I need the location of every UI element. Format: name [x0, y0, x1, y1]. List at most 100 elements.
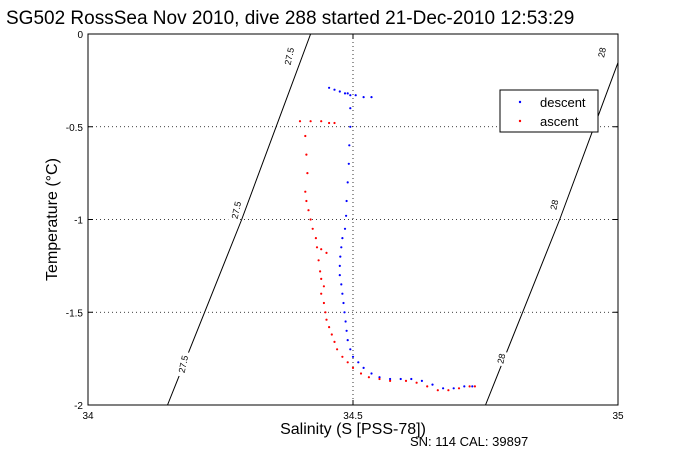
- descent-point: [431, 383, 434, 386]
- descent-point: [341, 237, 344, 240]
- ascent-point: [415, 381, 418, 384]
- descent-point: [343, 92, 347, 95]
- ascent-point: [324, 311, 327, 314]
- descent-point: [370, 96, 373, 99]
- descent-point: [340, 283, 343, 286]
- contour-label-group: 27.5: [280, 42, 297, 70]
- descent-point: [346, 92, 349, 95]
- descent-point: [333, 88, 336, 91]
- x-tick-label: 34: [82, 411, 94, 422]
- ascent-point: [341, 355, 344, 358]
- descent-point: [328, 86, 331, 89]
- ascent-point: [468, 385, 471, 388]
- contour-label: 28: [548, 199, 560, 211]
- descent-point: [420, 379, 423, 382]
- ascent-point: [320, 248, 323, 251]
- contour-label: 27.5: [283, 47, 296, 66]
- ascent-point: [304, 134, 307, 138]
- ascent-point: [314, 237, 317, 240]
- ascent-point: [328, 326, 331, 329]
- ascent-point: [426, 385, 429, 388]
- descent-point: [342, 301, 345, 305]
- contour-label-bg: [547, 196, 561, 213]
- descent-point: [344, 320, 347, 323]
- ascent-point: [367, 376, 370, 379]
- descent-point: [348, 144, 351, 147]
- descent-point: [452, 387, 455, 390]
- contour-label-bg: [227, 196, 244, 224]
- descent-point: [340, 246, 343, 249]
- ascent-point: [333, 340, 336, 343]
- descent-point: [349, 94, 352, 97]
- descent-point: [338, 90, 341, 93]
- descent-point: [345, 329, 348, 332]
- legend-box: [499, 89, 599, 133]
- ascent-point: [389, 379, 392, 382]
- descent-point: [399, 377, 402, 381]
- ascent-point: [325, 251, 328, 254]
- descent-point: [341, 292, 344, 295]
- ascent-point: [304, 190, 307, 193]
- ascent-point: [322, 285, 325, 288]
- legend-label-ascent: ascent: [540, 114, 579, 129]
- contour-label-group: 27.5: [174, 350, 191, 378]
- descent-point: [349, 125, 352, 128]
- contour-labels: 27.5 27.5 27.5 28 28 28: [174, 42, 609, 378]
- descent-point: [339, 255, 342, 258]
- descent-point: [370, 372, 373, 375]
- descent-point: [362, 96, 365, 99]
- descent-point: [349, 348, 352, 351]
- data-points: [298, 86, 476, 392]
- ascent-point: [319, 270, 322, 273]
- contour-label: 28: [495, 353, 507, 365]
- ascent-point: [320, 120, 323, 123]
- ascent-point: [447, 389, 450, 392]
- legend-marker-descent: [518, 100, 522, 104]
- descent-point: [343, 227, 347, 230]
- density-contours: [167, 34, 618, 405]
- ascent-point: [436, 389, 439, 392]
- descent-point: [346, 339, 349, 342]
- ascent-point: [315, 246, 319, 249]
- ascent-point: [311, 227, 314, 230]
- legend: descent ascent: [499, 89, 599, 133]
- ascent-point: [404, 379, 408, 382]
- x-axis-label: Salinity (S [PSS-78]): [280, 421, 426, 438]
- ascent-point: [306, 172, 309, 175]
- ascent-point: [328, 121, 331, 125]
- descent-point: [345, 214, 348, 217]
- ascent-point: [378, 377, 381, 381]
- contour-line-28: [485, 61, 618, 405]
- y-tick-label: -1.5: [66, 308, 84, 319]
- descent-point: [343, 311, 346, 314]
- ascent-point: [309, 120, 312, 123]
- axis-ticks: 34 34.5 35 0 -0.5 -1 -1.5 -2: [66, 30, 624, 422]
- ascent-point: [298, 120, 302, 123]
- descent-point: [346, 181, 349, 184]
- descent-point: [463, 385, 466, 388]
- descent-point: [351, 355, 355, 358]
- contour-label-group: 28: [547, 196, 561, 213]
- contour-label: 27.5: [177, 355, 190, 374]
- x-tick-label: 34.5: [343, 411, 363, 422]
- ascent-point: [309, 218, 312, 221]
- serial-cal-note: SN: 114 CAL: 39897: [410, 434, 528, 449]
- ascent-point: [305, 153, 308, 156]
- descent-point: [410, 377, 413, 381]
- descent-point: [357, 361, 360, 364]
- ascent-point: [359, 372, 363, 375]
- descent-point: [354, 94, 357, 97]
- contour-label-bg: [280, 42, 297, 70]
- y-tick-label: -1: [74, 216, 83, 227]
- y-axis-label: Temperature (°C): [44, 158, 61, 281]
- y-tick-label: 0: [77, 30, 83, 41]
- legend-label-descent: descent: [540, 95, 586, 110]
- contour-label-group: 27.5: [227, 196, 244, 224]
- ascent-point: [473, 385, 476, 388]
- ascent-point: [320, 277, 323, 280]
- contour-label: 28: [596, 47, 608, 59]
- grid-lines: [88, 34, 618, 405]
- contour-label: 27.5: [230, 201, 243, 220]
- ascent-point: [457, 387, 461, 390]
